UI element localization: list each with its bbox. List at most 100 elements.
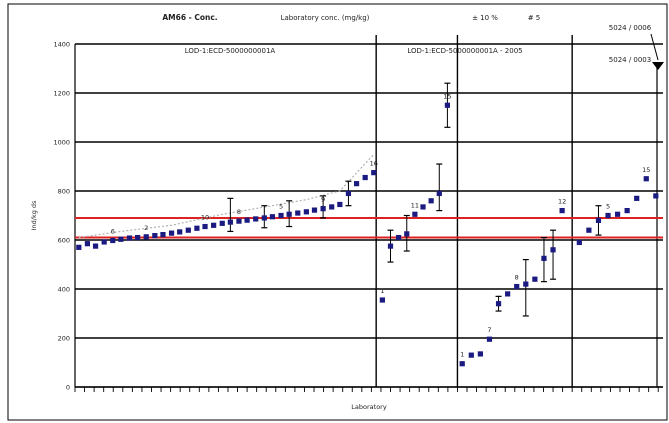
data-point [101, 239, 107, 245]
point-label: 16 [370, 160, 378, 168]
data-point [320, 206, 326, 212]
data-point [135, 234, 141, 241]
data-point [311, 207, 318, 213]
data-point [468, 352, 474, 358]
data-point [436, 190, 442, 197]
annotation-label: 5024 / 0003 [609, 56, 651, 64]
data-point [362, 174, 368, 181]
group-label: LOD-1:ECD-5000000001A - 2005 [407, 47, 522, 55]
data-point [444, 102, 450, 108]
data-point [541, 255, 547, 261]
annotation-arrowhead [652, 62, 664, 70]
data-point [278, 212, 284, 219]
point-label: 5 [279, 203, 283, 211]
data-point [329, 204, 335, 210]
data-point [514, 283, 520, 290]
data-point [412, 211, 418, 217]
data-point [614, 211, 621, 217]
y-tick-label: 1400 [53, 41, 70, 49]
data-point [286, 211, 292, 217]
data-point [576, 239, 582, 246]
point-label: 7 [487, 326, 491, 334]
data-point [371, 170, 377, 176]
y-tick-label: 200 [58, 335, 70, 343]
point-label: 11 [411, 201, 419, 209]
data-point [459, 361, 465, 367]
data-point [185, 227, 191, 233]
data-point [194, 225, 200, 231]
data-point [202, 223, 208, 230]
data-point [559, 208, 565, 214]
data-point [152, 232, 158, 239]
data-point [387, 243, 394, 249]
data-point [227, 219, 233, 225]
data-point [379, 297, 385, 303]
data-point [605, 212, 611, 219]
data-point [92, 243, 99, 249]
data-point [532, 276, 538, 282]
data-point [303, 209, 309, 215]
y-tick-label: 0 [66, 384, 70, 392]
data-point [118, 236, 124, 242]
point-label: 2 [144, 224, 148, 232]
data-point [168, 230, 175, 236]
data-point [486, 336, 493, 342]
data-point [143, 234, 149, 240]
point-label: 9 [321, 196, 325, 204]
point-label: 1 [380, 287, 384, 295]
data-point [396, 234, 402, 241]
point-label: 8 [515, 274, 519, 282]
data-point [269, 214, 276, 220]
data-point [477, 351, 483, 357]
data-point [261, 215, 267, 221]
point-label: 1 [460, 351, 464, 359]
data-point [84, 241, 91, 247]
y-tick-label: 1000 [53, 139, 70, 147]
annotation-arrow-line [650, 33, 659, 61]
data-point [495, 301, 502, 307]
chart-border [7, 3, 668, 421]
data-point [244, 217, 250, 223]
data-point [110, 237, 116, 244]
data-point [236, 218, 242, 224]
data-point [211, 222, 217, 228]
header-text: Laboratory conc. (mg/kg) [281, 14, 370, 22]
data-point [420, 204, 426, 210]
data-point [337, 201, 343, 208]
annotation-label: 5024 / 0006 [609, 24, 652, 32]
y-tick-label: 400 [58, 286, 70, 294]
data-point [505, 291, 511, 297]
data-point [126, 235, 133, 241]
data-point [595, 217, 602, 223]
point-label: 10 [201, 214, 209, 222]
data-point [523, 281, 529, 287]
data-point [634, 195, 640, 201]
data-point [428, 198, 434, 204]
header-text: ± 10 % [472, 14, 498, 22]
data-point [177, 229, 183, 235]
data-point [295, 210, 301, 216]
data-point [404, 231, 410, 237]
data-point [253, 216, 259, 222]
group-label: LOD-1:ECD-5000000001A [185, 47, 276, 55]
point-label: 6 [111, 227, 115, 235]
data-point [643, 176, 649, 182]
chart-header: AM66 - Conc. Laboratory conc. (mg/kg) ± 10… [162, 13, 651, 64]
y-axis-label: Ind/kg ds [30, 200, 38, 230]
y-tick-label: 800 [58, 188, 70, 196]
data-point [586, 227, 592, 233]
point-label: 5 [606, 203, 610, 211]
data-point [353, 181, 360, 187]
data-point [653, 193, 659, 199]
data-point [345, 190, 352, 197]
data-point [160, 232, 166, 238]
header-text: # 5 [528, 14, 541, 22]
point-label: 8 [237, 208, 241, 216]
header-text: AM66 - Conc. [162, 13, 217, 22]
point-label: 15 [642, 166, 650, 174]
point-label: 12 [558, 198, 566, 206]
point-label: 15 [443, 92, 451, 100]
y-tick-label: 600 [58, 237, 70, 245]
